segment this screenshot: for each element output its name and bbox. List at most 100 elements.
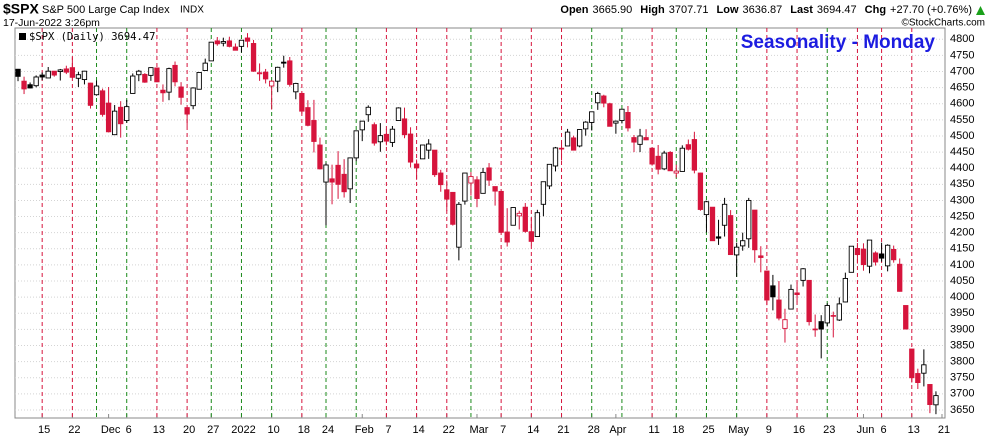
candle-body [15, 68, 21, 77]
candle-body [915, 373, 921, 383]
candle-body [456, 203, 462, 248]
candle-body [909, 348, 915, 379]
x-tick-label: 20 [183, 424, 195, 436]
candle-body [450, 191, 456, 225]
candle-body [87, 82, 94, 106]
x-tick-label: 2022 [231, 424, 255, 436]
timestamp: 17-Jun-2022 3:26pm [3, 17, 100, 29]
quote-label: Last [790, 4, 813, 16]
candle-body [667, 151, 673, 172]
legend-label: $SPX (Daily) 3694.47 [29, 31, 155, 43]
candle-body [927, 384, 933, 405]
candle-body [661, 152, 667, 170]
candle-body [782, 319, 788, 329]
candle-body [589, 111, 595, 123]
x-tick-label: 24 [322, 424, 334, 436]
x-tick-label: 9 [766, 424, 772, 436]
candle-body [903, 305, 909, 330]
candle-body [281, 61, 287, 64]
candle-body [540, 181, 547, 205]
candle-body [691, 139, 698, 171]
plot-frame [14, 27, 946, 419]
candle-body [438, 172, 444, 186]
candle-body [142, 73, 148, 83]
candle-body [824, 305, 830, 324]
x-tick-label: 6 [126, 424, 132, 436]
candle-body [806, 279, 812, 323]
x-tick-label: 18 [672, 424, 684, 436]
candle-body [226, 40, 233, 47]
x-tick-label: Dec [101, 424, 121, 436]
candle-body [69, 67, 76, 78]
legend-value: 3694.47 [111, 31, 155, 43]
x-tick-label: 28 [588, 424, 600, 436]
candle-body [341, 173, 347, 193]
y-tick-label: 4600 [950, 98, 974, 110]
candle-body [504, 231, 510, 243]
x-tick-label: Feb [355, 424, 374, 436]
candle-body [93, 85, 100, 96]
candle-body [643, 137, 649, 141]
candle-body [184, 107, 190, 115]
candle-body [401, 118, 408, 136]
candle-body [842, 277, 849, 303]
x-tick-label: 7 [500, 424, 506, 436]
candle-body [788, 288, 794, 310]
candle-body [395, 107, 402, 121]
candle-body [383, 133, 390, 142]
y-tick-label: 3700 [950, 388, 974, 400]
candle-body [238, 39, 245, 47]
candle-body [764, 270, 770, 301]
x-tick-label: Apr [609, 424, 626, 436]
candle-body [462, 172, 468, 202]
candle-body [679, 147, 685, 172]
candle-body [124, 106, 130, 121]
candle-body [166, 68, 172, 93]
candle-body [492, 186, 498, 192]
candle-body [703, 201, 710, 216]
y-tick-label: 4700 [950, 65, 974, 77]
candle-body [583, 121, 589, 130]
candle-body [848, 245, 855, 273]
y-tick-label: 4150 [950, 243, 974, 255]
y-tick-label: 4550 [950, 114, 974, 126]
candle-body [39, 74, 45, 78]
candle-body [637, 135, 643, 145]
candle-body [335, 164, 341, 185]
candle-body [794, 292, 800, 296]
y-tick-label: 4750 [950, 49, 974, 61]
candle-body [649, 147, 655, 165]
quote-label: High [640, 4, 665, 16]
candle-body [734, 246, 740, 256]
candle-body [715, 236, 722, 239]
legend-symbol: $SPX (Daily) [29, 31, 105, 43]
candle-body [419, 144, 426, 160]
candle-body [776, 299, 782, 319]
candle-body [329, 178, 335, 183]
quote-label: Low [717, 4, 739, 16]
y-tick-label: 4500 [950, 130, 974, 142]
candle-body [27, 84, 33, 89]
x-tick-label: 23 [823, 424, 835, 436]
candle-body [498, 190, 504, 233]
x-tick-label: 6 [881, 424, 887, 436]
candle-body [256, 72, 263, 75]
candle-body [130, 75, 136, 94]
x-tick-label: 22 [443, 424, 455, 436]
candle-body [546, 163, 553, 187]
candle-body [99, 90, 106, 115]
quote-value: 3694.47 [817, 4, 857, 16]
index-name: S&P 500 Large Cap Index [42, 4, 170, 16]
candle-body [365, 106, 371, 116]
candle-body [528, 231, 534, 242]
candle-body [154, 67, 160, 83]
candle-body [202, 62, 208, 71]
candle-body [740, 240, 746, 247]
exchange: INDX [180, 5, 204, 16]
candle-body [299, 92, 305, 112]
y-tick-label: 3950 [950, 307, 974, 319]
candle-body [601, 95, 607, 104]
candle-body [323, 164, 329, 183]
y-tick-label: 4800 [950, 33, 974, 45]
